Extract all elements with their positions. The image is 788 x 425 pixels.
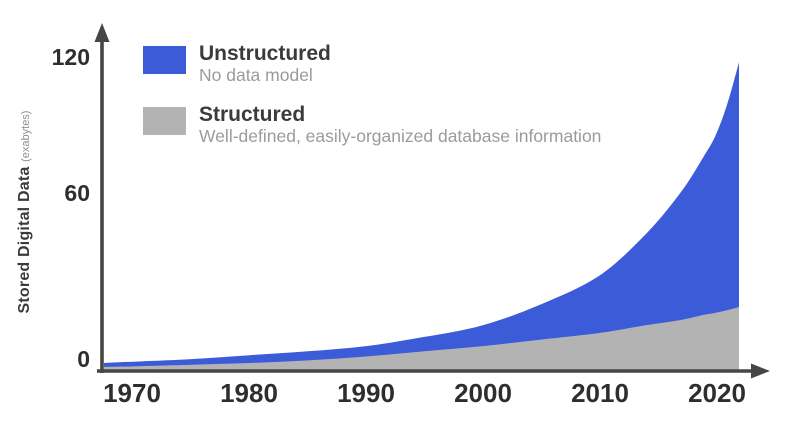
y-axis-title: Stored Digital Data (exabytes) [16, 111, 34, 314]
x-tick-2000: 2000 [454, 378, 512, 408]
legend: Unstructured No data model Structured We… [143, 43, 601, 165]
unstructured-area [104, 62, 739, 372]
x-tick-1990: 1990 [337, 378, 395, 408]
area-fills [104, 62, 739, 372]
legend-sub-structured: Well-defined, easily-organized database … [199, 126, 602, 146]
legend-item-structured: Structured Well-defined, easily-organize… [143, 104, 601, 146]
structured-area [104, 307, 739, 372]
axes [94, 23, 770, 379]
y-tick-0: 0 [77, 346, 90, 372]
legend-text-block: Structured Well-defined, easily-organize… [199, 103, 602, 147]
structured-swatch-icon [143, 107, 186, 135]
x-tick-2010: 2010 [571, 378, 629, 408]
y-tick-120: 120 [51, 44, 90, 70]
y-axis-arrow-icon [94, 23, 110, 42]
x-tick-2020: 2020 [688, 378, 746, 408]
y-axis-title-unit: (exabytes) [20, 110, 32, 162]
x-tick-1980: 1980 [220, 378, 278, 408]
legend-item-unstructured: Unstructured No data model [143, 43, 601, 85]
x-axis-arrow-icon [751, 363, 770, 379]
y-tick-60: 60 [64, 180, 90, 206]
legend-text-block: Unstructured No data model [199, 42, 331, 86]
legend-title-unstructured: Unstructured [199, 42, 331, 65]
legend-sub-unstructured: No data model [199, 65, 313, 85]
x-tick-1970: 1970 [103, 378, 161, 408]
legend-title-structured: Structured [199, 103, 306, 126]
unstructured-swatch-icon [143, 46, 186, 74]
